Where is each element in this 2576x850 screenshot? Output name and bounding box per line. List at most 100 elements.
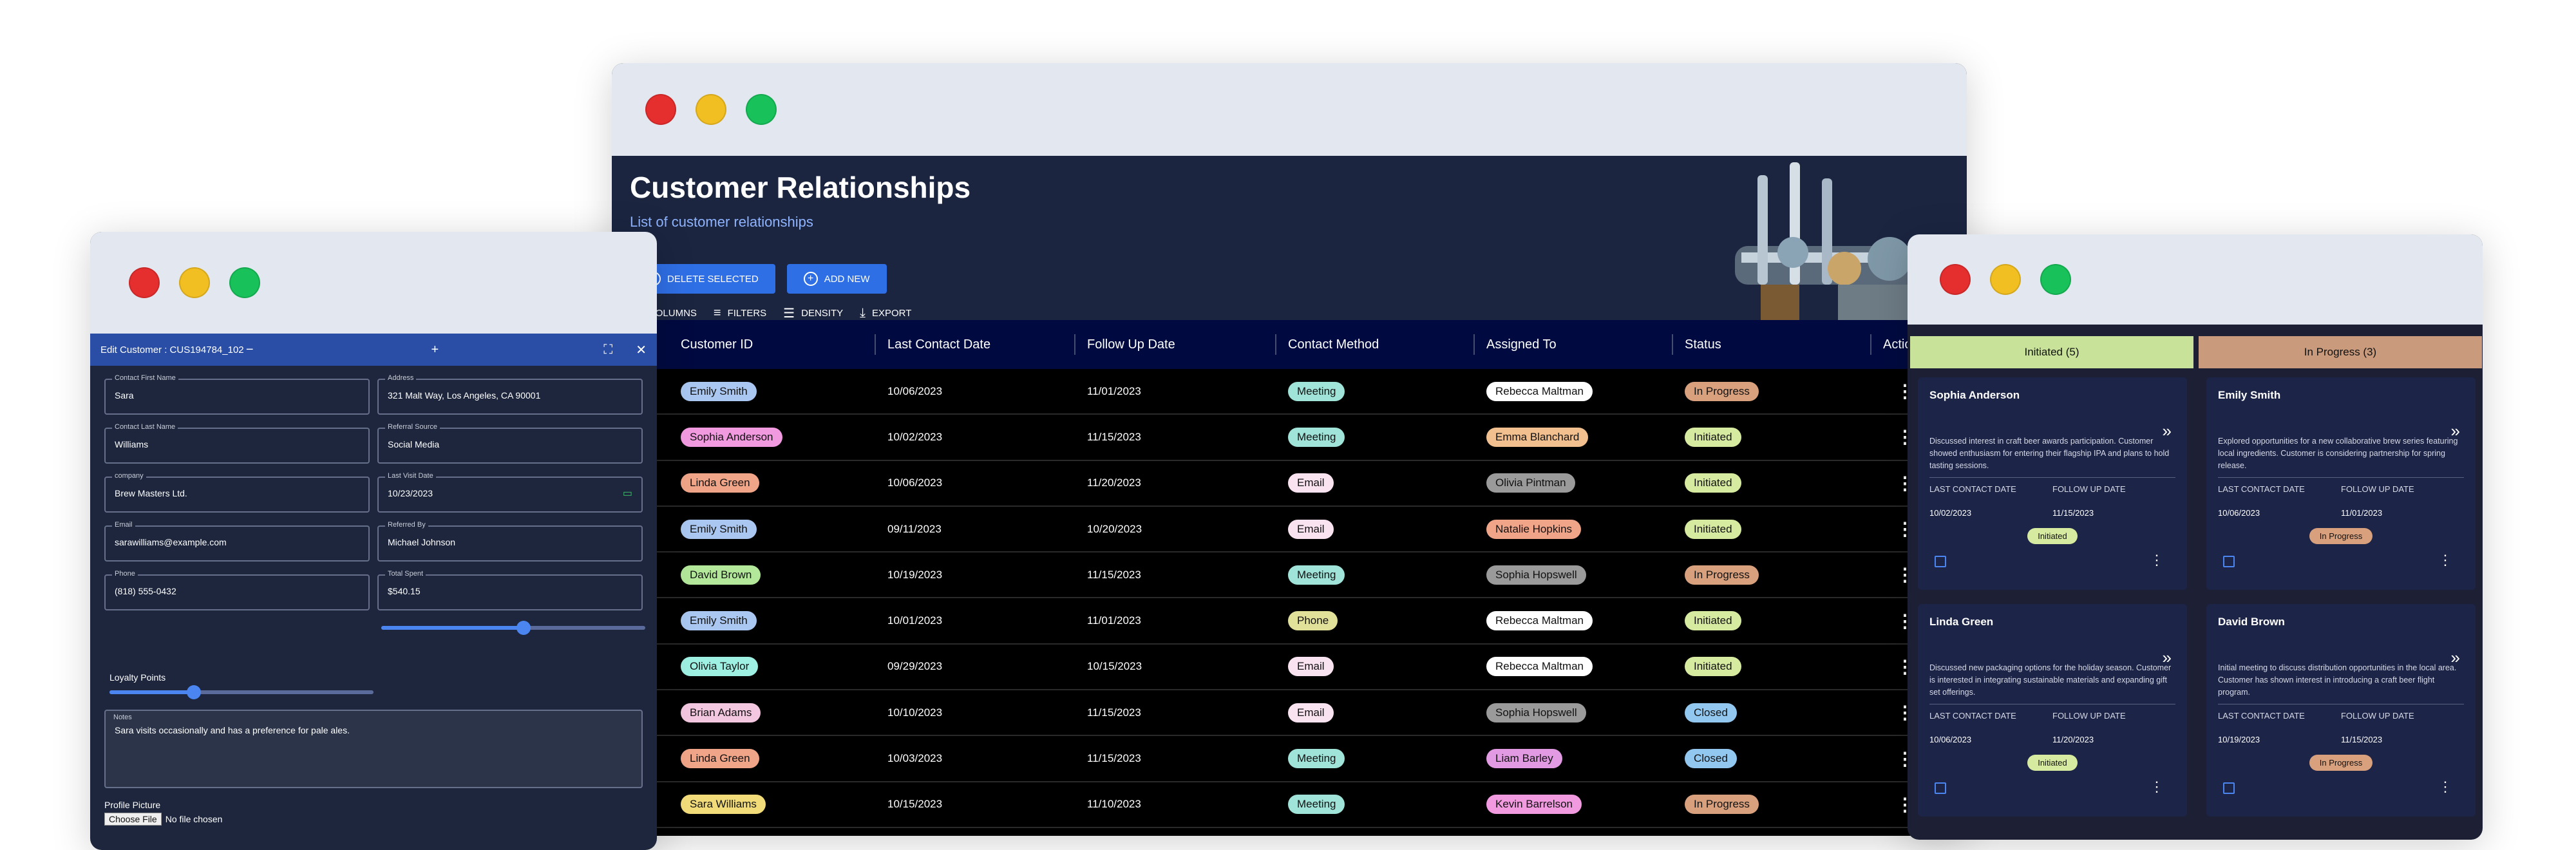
- minimize-window-button[interactable]: [696, 94, 726, 125]
- col-status[interactable]: Status: [1677, 320, 1721, 369]
- last-contact-date-label: LAST CONTACT DATE: [1929, 484, 2016, 494]
- card-customer-name: Sophia Anderson: [1929, 389, 2020, 401]
- table-row[interactable]: Olivia Taylor 09/29/2023 10/15/2023 Email Re…: [612, 644, 1967, 691]
- col-customer-id[interactable]: Customer ID: [673, 320, 753, 369]
- follow-up-cell: 10/20/2023: [1087, 522, 1142, 535]
- table-row[interactable]: Sophia Anderson 10/02/2023 11/15/2023 Meeti…: [612, 415, 1967, 461]
- more-actions-icon[interactable]: ⋮: [2150, 552, 2164, 568]
- total-spent-field[interactable]: Total Spent $540.15: [377, 570, 643, 610]
- col-last-contact-date[interactable]: Last Contact Date: [880, 320, 990, 369]
- loyalty-points-slider-handle[interactable]: [187, 685, 201, 699]
- close-window-button[interactable]: [645, 94, 676, 125]
- customer-chip[interactable]: Sara Williams: [681, 795, 766, 815]
- total-spent-slider-handle[interactable]: [516, 621, 531, 635]
- kanban-card[interactable]: David Brown » Initial meeting to discuss d…: [2206, 604, 2476, 817]
- minimize-window-button[interactable]: [179, 267, 210, 298]
- add-new-button[interactable]: + ADD NEW: [786, 264, 887, 294]
- table-row[interactable]: Sara Williams 10/15/2023 11/10/2023 Meeting…: [612, 782, 1967, 828]
- table-row[interactable]: David Brown 10/19/2023 11/15/2023 Meeting So…: [612, 552, 1967, 599]
- maximize-window-button[interactable]: [2040, 264, 2071, 295]
- notes-textarea[interactable]: Notes Sara visits occasionally and has a…: [104, 710, 643, 788]
- page-subtitle: List of customer relationships: [630, 214, 813, 230]
- maximize-window-button[interactable]: [746, 94, 777, 125]
- contact-method-chip: Meeting: [1288, 427, 1345, 447]
- referral-source-field[interactable]: Referral Source Social Media: [377, 423, 643, 464]
- phone-field[interactable]: Phone (818) 555-0432: [104, 570, 370, 610]
- assigned-to-chip: Sophia Hopswell: [1486, 565, 1586, 585]
- col-assigned-to[interactable]: Assigned To: [1479, 320, 1557, 369]
- col-follow-up-date[interactable]: Follow Up Date: [1079, 320, 1175, 369]
- table-row[interactable]: Linda Green 10/06/2023 11/20/2023 Email Oliv…: [612, 460, 1967, 507]
- calendar-icon[interactable]: ▭: [622, 488, 632, 499]
- customer-chip[interactable]: Emily Smith: [681, 611, 757, 631]
- total-spent-slider[interactable]: [381, 621, 645, 635]
- dialog-add-icon[interactable]: +: [431, 342, 439, 357]
- expand-card-icon[interactable]: »: [2162, 648, 2172, 667]
- more-actions-icon[interactable]: ⋮: [2438, 779, 2452, 795]
- contact-method-cell: Meeting: [1280, 415, 1345, 459]
- card-checkbox[interactable]: [1935, 782, 1946, 794]
- customer-relationships-window: Customer Relationships List of customer …: [612, 63, 1967, 836]
- card-checkbox[interactable]: [2223, 556, 2235, 567]
- close-icon[interactable]: ✕: [636, 343, 647, 357]
- close-window-button[interactable]: [1940, 264, 1971, 295]
- kanban-card[interactable]: Linda Green » Discussed new packaging opti…: [1918, 604, 2187, 817]
- follow-up-cell: 10/15/2023: [1087, 660, 1142, 673]
- maximize-window-button[interactable]: [229, 267, 260, 298]
- status-cell: In Progress: [1677, 369, 1759, 413]
- table-row[interactable]: Linda Green 10/03/2023 11/15/2023 Meeting Li…: [612, 736, 1967, 782]
- address-field[interactable]: Address 321 Malt Way, Los Angeles, CA 90…: [377, 374, 643, 415]
- card-date-labels: LAST CONTACT DATE FOLLOW UP DATE: [1929, 484, 2175, 494]
- customer-chip[interactable]: David Brown: [681, 565, 761, 585]
- company-field[interactable]: company Brew Masters Ltd.: [104, 472, 370, 513]
- table-row[interactable]: Emily Smith 10/06/2023 11/01/2023 Meeting Re…: [612, 369, 1967, 415]
- card-checkbox[interactable]: [2223, 782, 2235, 794]
- density-button[interactable]: ☰ DENSITY: [783, 305, 843, 320]
- last-contact-cell: 10/15/2023: [887, 798, 943, 811]
- card-checkbox[interactable]: [1935, 556, 1946, 567]
- assigned-to-cell: Olivia Pintman: [1479, 461, 1575, 505]
- last-visit-date-field[interactable]: Last Visit Date 10/23/2023 ▭: [377, 472, 643, 513]
- customer-chip[interactable]: Brian Adams: [681, 703, 761, 722]
- status-badge: Initiated: [1685, 519, 1741, 539]
- last-name-field[interactable]: Contact Last Name Williams: [104, 423, 370, 464]
- kanban-card[interactable]: Sophia Anderson » Discussed interest in cr…: [1918, 377, 2187, 590]
- fullscreen-icon[interactable]: ⛶: [603, 342, 613, 357]
- minimize-window-button[interactable]: [1990, 264, 2021, 295]
- filters-button[interactable]: ≡ FILTERS: [714, 306, 766, 320]
- customer-chip[interactable]: Emily Smith: [681, 519, 757, 539]
- follow-up-date-label: FOLLOW UP DATE: [2052, 711, 2126, 721]
- customer-chip[interactable]: Sophia Anderson: [681, 427, 782, 447]
- add-new-label: ADD NEW: [824, 273, 870, 285]
- assigned-to-chip: Rebecca Maltman: [1486, 657, 1593, 677]
- status-badge: Initiated: [1685, 611, 1741, 631]
- customer-chip[interactable]: Emily Smith: [681, 381, 757, 401]
- loyalty-points-slider[interactable]: [109, 685, 374, 699]
- table-row[interactable]: Brian Adams 10/10/2023 11/15/2023 Email Soph…: [612, 690, 1967, 737]
- referral-source-value: Social Media: [388, 439, 440, 449]
- kanban-card[interactable]: Emily Smith » Explored opportunities for a…: [2206, 377, 2476, 590]
- more-actions-icon[interactable]: ⋮: [2438, 552, 2452, 568]
- last-contact-cell: 09/29/2023: [887, 660, 943, 673]
- kanban-column-in-progress-title: In Progress (3): [2304, 346, 2377, 358]
- expand-card-icon[interactable]: »: [2162, 421, 2172, 440]
- customer-chip[interactable]: Olivia Taylor: [681, 657, 759, 677]
- email-field[interactable]: Email sarawilliams@example.com: [104, 521, 370, 562]
- dialog-minimize-icon[interactable]: −: [245, 342, 254, 357]
- export-button[interactable]: ⤓ EXPORT: [860, 306, 911, 320]
- customer-chip[interactable]: Linda Green: [681, 473, 759, 493]
- table-row[interactable]: Emily Smith 10/01/2023 11/01/2023 Phone Rebe…: [612, 598, 1967, 645]
- follow-up-cell: 11/01/2023: [1087, 614, 1141, 627]
- choose-file-button[interactable]: Choose File: [104, 813, 162, 826]
- column-separator: [1275, 334, 1276, 355]
- customer-chip[interactable]: Linda Green: [681, 749, 759, 769]
- expand-card-icon[interactable]: »: [2450, 648, 2460, 667]
- more-actions-icon[interactable]: ⋮: [2150, 779, 2164, 795]
- close-window-button[interactable]: [129, 267, 160, 298]
- card-status: Initiated: [1929, 528, 2175, 544]
- expand-card-icon[interactable]: »: [2450, 421, 2460, 440]
- referred-by-field[interactable]: Referred By Michael Johnson: [377, 521, 643, 562]
- first-name-field[interactable]: Contact First Name Sara: [104, 374, 370, 415]
- col-contact-method[interactable]: Contact Method: [1280, 320, 1379, 369]
- table-row[interactable]: Emily Smith 09/11/2023 10/20/2023 Email Nata…: [612, 506, 1967, 553]
